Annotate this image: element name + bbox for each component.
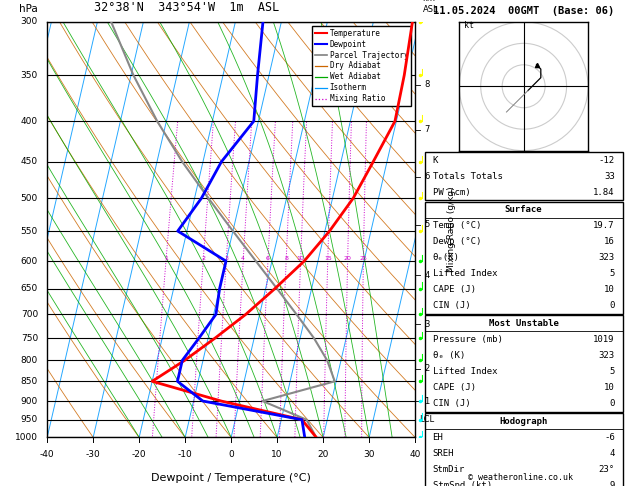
- Text: 23°: 23°: [599, 465, 615, 474]
- Text: θₑ(K): θₑ(K): [433, 253, 459, 262]
- Text: 700: 700: [21, 310, 38, 319]
- Legend: Temperature, Dewpoint, Parcel Trajectory, Dry Adiabat, Wet Adiabat, Isotherm, Mi: Temperature, Dewpoint, Parcel Trajectory…: [312, 26, 411, 106]
- Text: CIN (J): CIN (J): [433, 399, 470, 408]
- Text: 11.05.2024  00GMT  (Base: 06): 11.05.2024 00GMT (Base: 06): [433, 6, 615, 16]
- Text: 33: 33: [604, 172, 615, 181]
- Text: EH: EH: [433, 433, 443, 442]
- Text: K: K: [433, 156, 438, 165]
- Text: 5: 5: [610, 269, 615, 278]
- Text: © weatheronline.co.uk: © weatheronline.co.uk: [468, 473, 573, 482]
- Text: kt: kt: [464, 21, 474, 30]
- Text: -30: -30: [86, 450, 101, 459]
- Text: 5: 5: [610, 367, 615, 376]
- Text: LCL: LCL: [420, 415, 435, 424]
- Text: SREH: SREH: [433, 449, 454, 458]
- Text: 4: 4: [610, 449, 615, 458]
- Text: 400: 400: [21, 117, 38, 126]
- Text: 40: 40: [409, 450, 421, 459]
- Text: 10: 10: [271, 450, 283, 459]
- Text: StmDir: StmDir: [433, 465, 465, 474]
- Text: 4: 4: [425, 271, 430, 279]
- Text: 850: 850: [21, 377, 38, 386]
- Text: 450: 450: [21, 157, 38, 166]
- Text: Lifted Index: Lifted Index: [433, 367, 497, 376]
- Text: 8: 8: [425, 80, 430, 89]
- Text: 1000: 1000: [15, 433, 38, 442]
- Text: 1019: 1019: [593, 335, 615, 344]
- Text: CIN (J): CIN (J): [433, 301, 470, 311]
- Text: hPa: hPa: [19, 3, 38, 14]
- Text: 20: 20: [343, 256, 352, 261]
- Text: 500: 500: [21, 194, 38, 203]
- Text: Mixing Ratio (g/kg): Mixing Ratio (g/kg): [447, 187, 457, 273]
- Text: Most Unstable: Most Unstable: [489, 319, 559, 328]
- Text: 32°38'N  343°54'W  1m  ASL: 32°38'N 343°54'W 1m ASL: [94, 0, 280, 14]
- Text: -20: -20: [132, 450, 147, 459]
- Text: 8: 8: [284, 256, 288, 261]
- Text: 15: 15: [324, 256, 331, 261]
- Text: 9: 9: [610, 481, 615, 486]
- Text: StmSpd (kt): StmSpd (kt): [433, 481, 492, 486]
- Text: 4: 4: [241, 256, 245, 261]
- Text: Pressure (mb): Pressure (mb): [433, 335, 503, 344]
- Text: 1.84: 1.84: [593, 188, 615, 197]
- Text: Surface: Surface: [505, 205, 542, 214]
- Text: 7: 7: [425, 125, 430, 134]
- Text: Dewp (°C): Dewp (°C): [433, 237, 481, 246]
- Text: 0: 0: [610, 399, 615, 408]
- Text: 3: 3: [225, 256, 228, 261]
- Text: 19.7: 19.7: [593, 221, 615, 230]
- Text: km
ASL: km ASL: [423, 0, 438, 14]
- Text: -40: -40: [40, 450, 55, 459]
- Text: 10: 10: [604, 383, 615, 392]
- Text: 2: 2: [201, 256, 205, 261]
- Text: 1: 1: [425, 397, 430, 405]
- Text: -12: -12: [599, 156, 615, 165]
- Text: 16: 16: [604, 237, 615, 246]
- Text: 323: 323: [599, 351, 615, 360]
- Text: 25: 25: [359, 256, 367, 261]
- Text: Dewpoint / Temperature (°C): Dewpoint / Temperature (°C): [151, 473, 311, 483]
- Text: 3: 3: [425, 319, 430, 329]
- Text: 750: 750: [21, 333, 38, 343]
- Text: Hodograph: Hodograph: [499, 417, 548, 426]
- Text: Temp (°C): Temp (°C): [433, 221, 481, 230]
- Text: -6: -6: [604, 433, 615, 442]
- Text: PW (cm): PW (cm): [433, 188, 470, 197]
- Text: 20: 20: [318, 450, 329, 459]
- Text: 800: 800: [21, 356, 38, 365]
- Text: Lifted Index: Lifted Index: [433, 269, 497, 278]
- Text: θₑ (K): θₑ (K): [433, 351, 465, 360]
- Text: 350: 350: [21, 70, 38, 80]
- Text: 30: 30: [364, 450, 375, 459]
- Text: 0: 0: [228, 450, 234, 459]
- Text: 6: 6: [425, 173, 430, 181]
- Text: 950: 950: [21, 415, 38, 424]
- Text: CAPE (J): CAPE (J): [433, 383, 476, 392]
- Text: 900: 900: [21, 397, 38, 405]
- Text: 6: 6: [266, 256, 270, 261]
- Text: 300: 300: [21, 17, 38, 26]
- Text: CAPE (J): CAPE (J): [433, 285, 476, 295]
- Text: 5: 5: [425, 220, 430, 229]
- Text: Totals Totals: Totals Totals: [433, 172, 503, 181]
- Text: 550: 550: [21, 226, 38, 236]
- Text: 323: 323: [599, 253, 615, 262]
- Text: 650: 650: [21, 284, 38, 293]
- Text: 1: 1: [164, 256, 168, 261]
- Text: 10: 10: [604, 285, 615, 295]
- Text: -10: -10: [178, 450, 192, 459]
- Text: 0: 0: [610, 301, 615, 311]
- Text: 10: 10: [297, 256, 304, 261]
- Text: 2: 2: [425, 364, 430, 373]
- Text: 600: 600: [21, 257, 38, 265]
